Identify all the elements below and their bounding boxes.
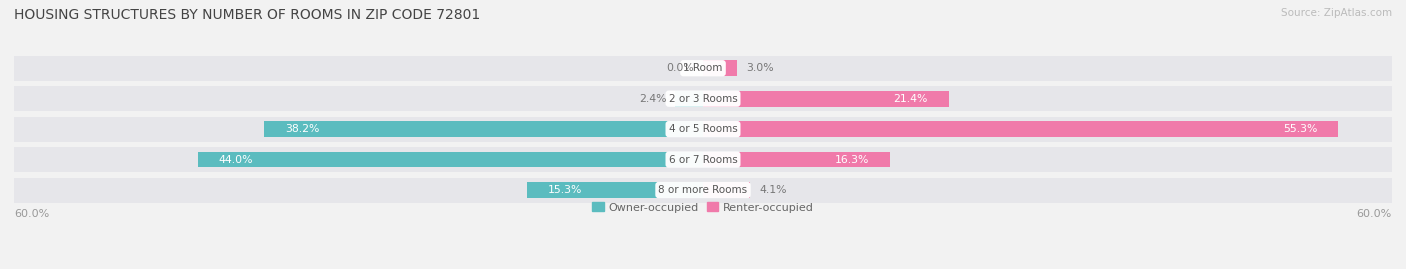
Text: 2.4%: 2.4%: [638, 94, 666, 104]
Text: Source: ZipAtlas.com: Source: ZipAtlas.com: [1281, 8, 1392, 18]
Bar: [703, 121, 1339, 137]
Text: 3.0%: 3.0%: [747, 63, 775, 73]
Text: 8 or more Rooms: 8 or more Rooms: [658, 185, 748, 195]
Text: 2 or 3 Rooms: 2 or 3 Rooms: [669, 94, 737, 104]
Bar: [703, 182, 749, 198]
Bar: [675, 91, 703, 107]
Text: 4 or 5 Rooms: 4 or 5 Rooms: [669, 124, 737, 134]
Text: 38.2%: 38.2%: [285, 124, 319, 134]
Text: 1 Room: 1 Room: [683, 63, 723, 73]
Text: 4.1%: 4.1%: [759, 185, 787, 195]
Text: 44.0%: 44.0%: [218, 155, 253, 165]
Text: 21.4%: 21.4%: [894, 94, 928, 104]
Legend: Owner-occupied, Renter-occupied: Owner-occupied, Renter-occupied: [588, 198, 818, 217]
Bar: [14, 86, 1392, 111]
Text: HOUSING STRUCTURES BY NUMBER OF ROOMS IN ZIP CODE 72801: HOUSING STRUCTURES BY NUMBER OF ROOMS IN…: [14, 8, 481, 22]
Bar: [703, 152, 890, 168]
Text: 16.3%: 16.3%: [835, 155, 869, 165]
Text: 6 or 7 Rooms: 6 or 7 Rooms: [669, 155, 737, 165]
Text: 0.0%: 0.0%: [666, 63, 693, 73]
Bar: [14, 147, 1392, 172]
Bar: [14, 178, 1392, 203]
Text: 55.3%: 55.3%: [1282, 124, 1317, 134]
Bar: [264, 121, 703, 137]
Bar: [527, 182, 703, 198]
Bar: [198, 152, 703, 168]
Bar: [703, 60, 738, 76]
Bar: [703, 91, 949, 107]
Text: 60.0%: 60.0%: [1357, 209, 1392, 219]
Text: 60.0%: 60.0%: [14, 209, 49, 219]
Bar: [14, 117, 1392, 141]
Text: 15.3%: 15.3%: [548, 185, 582, 195]
Bar: [14, 56, 1392, 81]
